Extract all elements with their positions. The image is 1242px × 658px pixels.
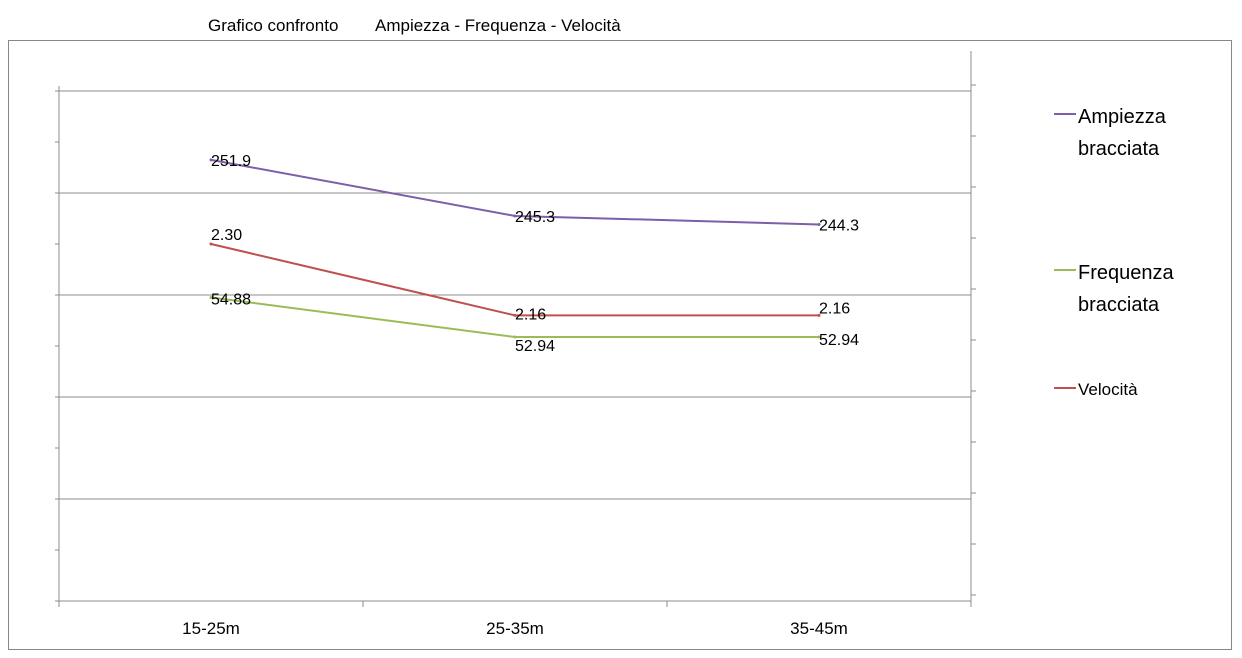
legend-label-ampiezza: Ampiezza bracciata [1078, 106, 1166, 160]
series-line-3 [210, 243, 819, 317]
legend-swatch-ampiezza [1054, 113, 1076, 115]
data-label: 245.3 [515, 209, 555, 226]
legend-swatch-frequenza [1054, 269, 1076, 271]
data-label: 2.30 [211, 227, 242, 244]
x-tick-label: 35-45m [790, 619, 848, 638]
data-label: 2.16 [819, 300, 850, 317]
chart-title: Grafico confronto Ampiezza - Frequenza -… [0, 0, 1242, 36]
data-label: 244.3 [819, 217, 859, 234]
data-point [817, 222, 821, 226]
data-label: 2.16 [515, 306, 546, 323]
data-point [817, 313, 821, 317]
data-point [817, 335, 821, 339]
legend-label-frequenza: Frequenza bracciata [1078, 262, 1174, 316]
data-point [209, 295, 213, 299]
legend-item-velocita: Velocità [1054, 377, 1138, 403]
legend-item-ampiezza: Ampiezza bracciata [1054, 101, 1208, 165]
x-tick-label: 25-35m [486, 619, 544, 638]
legend-swatch-velocita [1054, 387, 1076, 389]
data-label: 54.88 [211, 291, 251, 308]
chart-frame: 15-25m 25-35m 35-45m 251.9 245.3 244.3 54.88 52… [8, 40, 1232, 650]
data-point [513, 214, 517, 218]
data-point [513, 335, 517, 339]
data-label: 52.94 [515, 338, 555, 355]
line-chart: 15-25m 25-35m 35-45m 251.9 245.3 244.3 54.88 52… [55, 51, 976, 638]
data-point [209, 242, 213, 246]
chart-title-part-1: Grafico confronto [208, 16, 339, 35]
data-point [513, 313, 517, 317]
data-point [209, 158, 213, 162]
x-tick-label: 15-25m [182, 619, 240, 638]
legend-label-velocita: Velocità [1078, 380, 1138, 399]
data-label: 52.94 [819, 332, 859, 349]
legend-item-frequenza: Frequenza bracciata [1054, 257, 1208, 321]
chart-title-part-2: Ampiezza - Frequenza - Velocità [375, 16, 621, 35]
data-label: 251.9 [211, 153, 251, 170]
